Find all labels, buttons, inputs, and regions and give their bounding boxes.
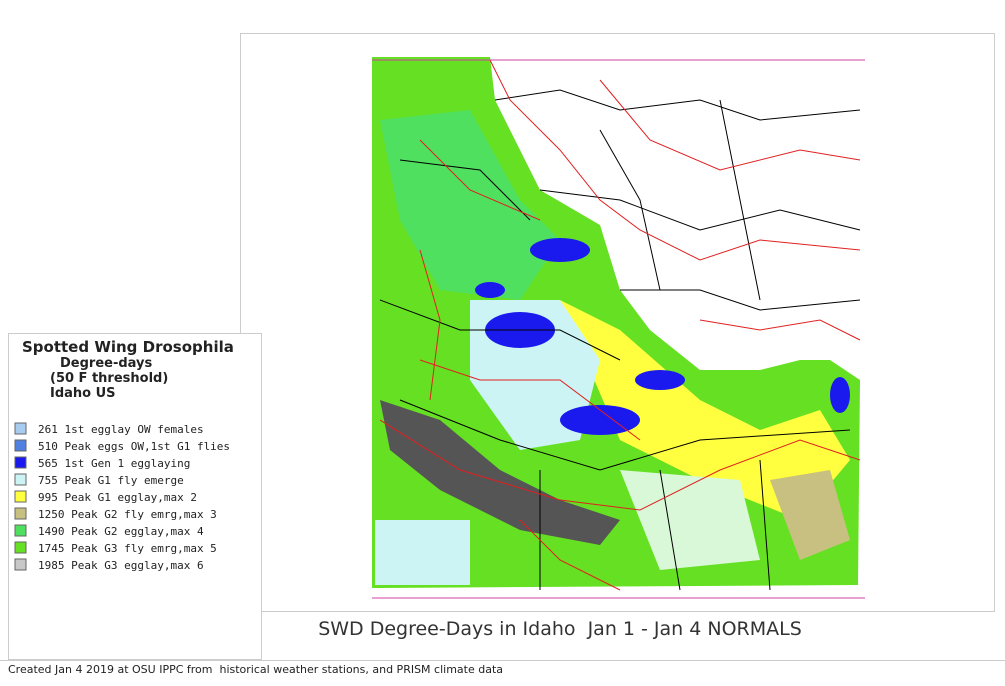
legend-swatch bbox=[14, 473, 27, 486]
legend-subtitle: (50 F threshold) bbox=[50, 371, 168, 386]
counties bbox=[379, 89, 861, 591]
legend-title: Spotted Wing Drosophila bbox=[22, 338, 234, 356]
legend-swatch bbox=[14, 507, 27, 520]
zone-tan bbox=[770, 470, 850, 560]
legend-label: 565 1st Gen 1 egglaying bbox=[38, 457, 190, 470]
zone-blue bbox=[475, 238, 850, 435]
footer: Created Jan 4 2019 at OSU IPPC from hist… bbox=[8, 663, 503, 676]
legend-subtitle: Idaho US bbox=[50, 386, 116, 401]
legend-label: 261 1st egglay OW females bbox=[38, 423, 204, 436]
legend-swatch bbox=[14, 422, 27, 435]
legend-subtitle: Degree-days bbox=[60, 356, 153, 371]
zone-green bbox=[380, 110, 560, 300]
legend-label: 1745 Peak G3 fly emrg,max 5 bbox=[38, 542, 217, 555]
legend-label: 755 Peak G1 fly emerge bbox=[38, 474, 184, 487]
legend-label: 510 Peak eggs OW,1st G1 flies bbox=[38, 440, 230, 453]
zone-pale bbox=[620, 470, 760, 570]
map-title: SWD Degree-Days in Idaho Jan 1 - Jan 4 N… bbox=[318, 618, 802, 640]
legend-box bbox=[8, 333, 262, 660]
zone-yellow bbox=[560, 300, 850, 520]
legend-swatch bbox=[14, 541, 27, 554]
legend-items: 261 1st egglay OW females 510 Peak eggs O… bbox=[14, 422, 230, 572]
legend-label: 1250 Peak G2 fly emrg,max 3 bbox=[38, 508, 217, 521]
map bbox=[372, 57, 865, 599]
legend-label: 1490 Peak G2 egglay,max 4 bbox=[38, 525, 204, 538]
legend-swatch bbox=[14, 456, 27, 469]
zone-pale2 bbox=[375, 520, 470, 585]
legend-label: 995 Peak G1 egglay,max 2 bbox=[38, 491, 197, 504]
legend-swatch bbox=[14, 439, 27, 452]
legend-swatch bbox=[14, 490, 27, 503]
roads bbox=[379, 59, 861, 591]
legend-label: 1985 Peak G3 egglay,max 6 bbox=[38, 559, 204, 572]
legend-swatch bbox=[14, 558, 27, 571]
legend-swatch bbox=[14, 524, 27, 537]
zone-gray bbox=[380, 400, 620, 545]
